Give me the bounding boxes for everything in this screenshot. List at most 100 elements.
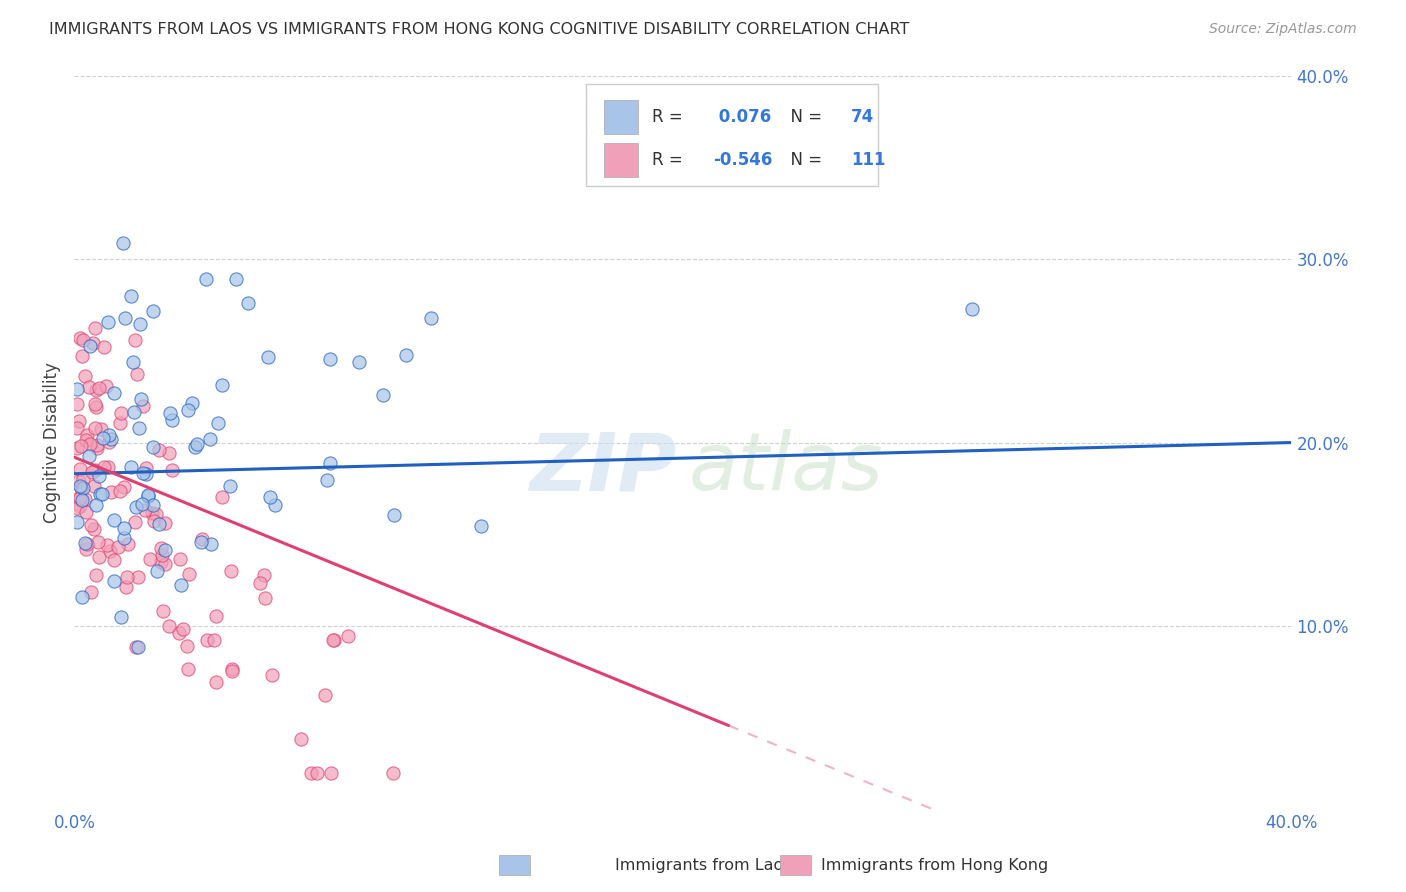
Point	[382, 765, 405, 780]
Point	[290, 731, 312, 746]
Point	[97, 428, 120, 442]
Point	[89, 487, 111, 501]
Point	[75, 541, 97, 556]
Bar	[603, 101, 638, 134]
Point	[79, 437, 101, 451]
Point	[66, 491, 89, 506]
Text: R =: R =	[652, 108, 689, 127]
Point	[145, 564, 167, 578]
Text: 111: 111	[851, 151, 886, 169]
Point	[194, 272, 217, 286]
Point	[152, 548, 174, 562]
Point	[75, 434, 97, 448]
Point	[84, 498, 107, 512]
Point	[262, 667, 284, 681]
Point	[236, 296, 259, 310]
Point	[66, 515, 89, 529]
Point	[167, 626, 190, 640]
Point	[97, 459, 120, 474]
Point	[132, 399, 155, 413]
Point	[221, 662, 243, 676]
Point	[960, 301, 983, 316]
Point	[103, 386, 125, 401]
Point	[120, 289, 142, 303]
Point	[131, 497, 153, 511]
Point	[70, 492, 93, 507]
Point	[420, 310, 443, 325]
Point	[322, 633, 344, 648]
Point	[69, 479, 91, 493]
Point	[148, 443, 170, 458]
Point	[76, 428, 98, 442]
Point	[181, 396, 204, 410]
Point	[264, 499, 287, 513]
Point	[191, 533, 214, 547]
Point	[103, 553, 125, 567]
Point	[225, 271, 247, 285]
Point	[299, 765, 322, 780]
Point	[307, 765, 329, 780]
Point	[211, 490, 233, 504]
Point	[120, 459, 142, 474]
Point	[73, 536, 96, 550]
Point	[70, 349, 93, 363]
Point	[254, 591, 277, 606]
Point	[69, 461, 91, 475]
Point	[142, 303, 165, 318]
Text: N =: N =	[780, 108, 828, 127]
Point	[66, 382, 89, 396]
Point	[110, 416, 132, 430]
Text: -0.546: -0.546	[713, 151, 773, 169]
Text: IMMIGRANTS FROM LAOS VS IMMIGRANTS FROM HONG KONG COGNITIVE DISABILITY CORRELATI: IMMIGRANTS FROM LAOS VS IMMIGRANTS FROM …	[49, 22, 910, 37]
Point	[66, 500, 89, 515]
Point	[221, 664, 243, 678]
Point	[80, 584, 103, 599]
Point	[91, 431, 114, 445]
Point	[139, 551, 162, 566]
Point	[143, 514, 166, 528]
Point	[67, 474, 90, 488]
Point	[112, 521, 135, 535]
Point	[219, 564, 242, 578]
Point	[186, 437, 208, 451]
Point	[84, 384, 107, 398]
Point	[395, 348, 418, 362]
Point	[184, 440, 207, 454]
Point	[190, 534, 212, 549]
Point	[205, 675, 228, 690]
Point	[170, 577, 193, 591]
Point	[373, 388, 395, 402]
Point	[107, 540, 129, 554]
Point	[117, 537, 139, 551]
Point	[84, 568, 107, 582]
Point	[121, 355, 143, 369]
Point	[314, 688, 336, 702]
Point	[127, 367, 149, 381]
Point	[97, 435, 120, 450]
Text: R =: R =	[652, 151, 689, 169]
Text: ZIP: ZIP	[530, 429, 676, 508]
Point	[153, 543, 176, 558]
Point	[198, 432, 221, 446]
Text: 74: 74	[851, 108, 875, 127]
Point	[200, 537, 222, 551]
Point	[169, 551, 191, 566]
Point	[111, 235, 134, 250]
Point	[100, 433, 122, 447]
Point	[72, 333, 94, 347]
Point	[132, 466, 155, 480]
Point	[131, 392, 153, 406]
Point	[112, 480, 135, 494]
Point	[124, 516, 146, 530]
Point	[103, 513, 125, 527]
Point	[69, 491, 91, 505]
Point	[86, 438, 108, 452]
Point	[83, 397, 105, 411]
Point	[114, 580, 136, 594]
Point	[138, 489, 160, 503]
Point	[253, 568, 276, 582]
Point	[80, 518, 103, 533]
Point	[72, 590, 94, 604]
Point	[87, 549, 110, 564]
Point	[257, 350, 280, 364]
